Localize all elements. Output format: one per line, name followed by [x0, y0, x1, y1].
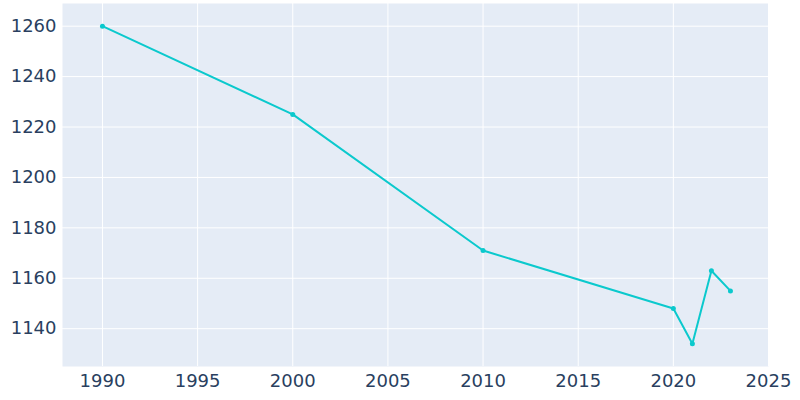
svg-text:2010: 2010: [460, 370, 506, 391]
svg-text:1240: 1240: [11, 65, 57, 86]
svg-text:1990: 1990: [80, 370, 126, 391]
svg-text:1140: 1140: [11, 317, 57, 338]
svg-text:1995: 1995: [175, 370, 221, 391]
svg-text:1260: 1260: [11, 15, 57, 36]
svg-text:1220: 1220: [11, 116, 57, 137]
svg-text:1200: 1200: [11, 166, 57, 187]
svg-text:1180: 1180: [11, 217, 57, 238]
svg-text:2025: 2025: [746, 370, 792, 391]
svg-text:2015: 2015: [555, 370, 601, 391]
svg-text:2000: 2000: [270, 370, 316, 391]
svg-text:2005: 2005: [365, 370, 411, 391]
svg-text:1160: 1160: [11, 267, 57, 288]
svg-text:2020: 2020: [650, 370, 696, 391]
